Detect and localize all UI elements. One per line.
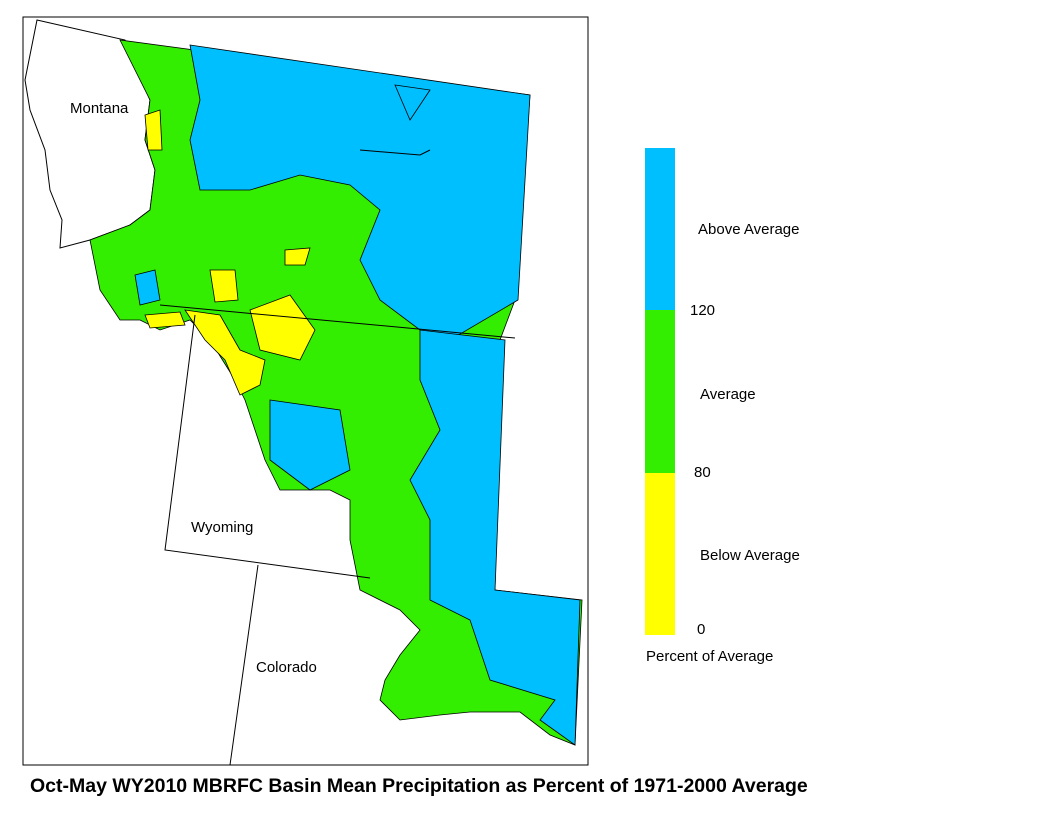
legend-tick: 0 [697, 621, 705, 638]
basin-region [284, 247, 311, 266]
basin-region [144, 109, 163, 151]
legend-label: Average [700, 386, 756, 403]
legend-swatch [645, 310, 675, 473]
reservoir [359, 149, 431, 156]
state-label: Montana [70, 100, 129, 117]
state-border [229, 564, 259, 766]
basin-region [249, 294, 316, 361]
legend-label: Above Average [698, 221, 799, 238]
basin-region [144, 311, 186, 329]
basin-region [134, 269, 161, 306]
basin-region [184, 309, 266, 396]
state-border [164, 314, 371, 579]
legend: Above Average Average Below Average 120 … [645, 148, 800, 665]
map: Montana Wyoming Colorado [24, 19, 583, 766]
legend-title: Percent of Average [646, 648, 773, 665]
basin-region [209, 269, 239, 303]
legend-tick: 80 [694, 464, 711, 481]
state-border [159, 304, 516, 339]
state-label: Colorado [256, 659, 317, 676]
state-label: Wyoming [191, 519, 253, 536]
basin-region [409, 329, 581, 746]
legend-tick: 120 [690, 302, 715, 319]
legend-label: Below Average [700, 547, 800, 564]
legend-swatch [645, 473, 675, 635]
legend-swatch [645, 148, 675, 310]
basin-region [394, 84, 431, 121]
map-title: Oct-May WY2010 MBRFC Basin Mean Precipit… [30, 775, 808, 797]
basin-region [269, 399, 351, 491]
basin-region [189, 44, 531, 341]
